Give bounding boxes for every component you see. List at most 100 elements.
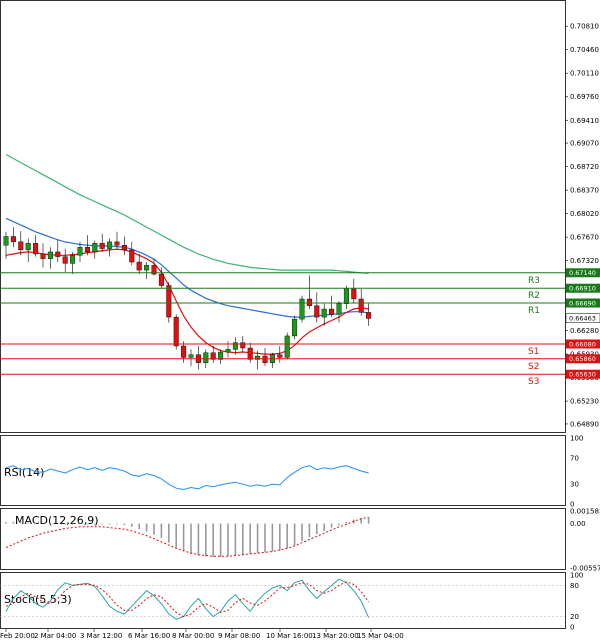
candle-body: [329, 308, 335, 315]
price-tick-label: 0.68020: [570, 210, 599, 218]
candle-body: [277, 354, 283, 358]
candle: [255, 350, 261, 370]
price-tick-label: 0.67320: [570, 257, 599, 265]
candle: [129, 241, 135, 266]
candle-body: [33, 243, 39, 255]
candle: [269, 352, 275, 369]
price-tick-label: 0.66280: [570, 327, 599, 335]
time-tick-label: 2 Mar 04:00: [34, 632, 76, 640]
candle-body: [210, 352, 216, 360]
candle: [195, 346, 201, 370]
pivot-label-s3: S3: [528, 377, 539, 387]
rsi-tick-label: 70: [570, 454, 579, 462]
candle-body: [314, 305, 320, 318]
candle-body: [40, 253, 46, 259]
macd-tick-label: 0.00: [570, 520, 586, 528]
candle: [144, 262, 150, 279]
pivot-price-value: 0.66690: [569, 299, 596, 307]
pivot-price-value: 0.66080: [569, 340, 596, 348]
time-tick-label: 6 Mar 16:00: [128, 632, 170, 640]
stoch-tick-label: 0: [570, 624, 574, 632]
candle-body: [240, 342, 246, 349]
candle: [314, 292, 320, 323]
stoch-lines: [5, 578, 370, 620]
pivot-price-badge: [566, 339, 600, 349]
candle-body: [188, 354, 194, 358]
ma-200-line: [5, 153, 369, 274]
stoch-signal-series: [5, 581, 370, 618]
candle-body: [351, 288, 357, 300]
candle-body: [70, 255, 76, 264]
price-tick-label: 0.70110: [570, 70, 599, 78]
candle-body: [129, 249, 135, 263]
current-price-label: 0.66463: [569, 315, 596, 323]
candle-body: [292, 318, 298, 337]
time-axis: Feb 20:00 2 Mar 04:00 3 Mar 12:00 6 Mar 16:…: [0, 629, 404, 640]
candle-body: [99, 243, 105, 249]
moving-averages: [5, 153, 369, 355]
candle: [166, 282, 172, 323]
time-tick-label: 3 Mar 12:00: [80, 632, 122, 640]
candle-body: [284, 335, 290, 358]
candle: [3, 231, 9, 259]
macd-tick-label: 0.001583: [570, 508, 600, 516]
candle-body: [232, 342, 238, 350]
pivot-label-s1: S1: [528, 347, 539, 357]
candle-body: [166, 285, 172, 318]
stoch-label: Stoch(5,5,3): [4, 593, 72, 606]
candle: [247, 342, 253, 363]
candle: [55, 240, 61, 263]
pivot-price-value: 0.66910: [569, 285, 596, 293]
candle-body: [173, 316, 179, 347]
price-tick-label: 0.68720: [570, 163, 599, 171]
macd-signal-line: [5, 516, 369, 557]
candle: [114, 231, 120, 250]
candle: [366, 303, 372, 326]
stoch-tick-label: 20: [570, 613, 579, 621]
candle: [47, 247, 53, 269]
pivot-price-badge: [566, 369, 600, 379]
candle-body: [306, 298, 312, 306]
pivot-price-badge: [566, 283, 600, 293]
rsi-tick-label: 0: [570, 501, 574, 509]
candle-body: [3, 236, 9, 246]
pivot-levels: R3 0.67140 R2 0.66910 R1 0.66690 S1 0.66080 S2 0.…: [0, 268, 600, 387]
candle-body: [343, 288, 349, 304]
stoch-tick-label: 100: [570, 572, 583, 580]
price-tick-label: 0.70810: [570, 23, 599, 31]
price-tick-label: 0.67670: [570, 234, 599, 242]
candle-body: [181, 345, 187, 358]
candle-body: [47, 251, 53, 259]
candle: [188, 349, 194, 367]
candle-body: [84, 247, 90, 253]
candle: [284, 332, 290, 360]
candle: [121, 236, 127, 256]
candle: [158, 267, 164, 289]
candle-body: [255, 355, 261, 360]
price-tick-label: 0.69760: [570, 93, 599, 101]
candle-body: [151, 265, 157, 275]
time-tick-label: 8 Mar 00:00: [172, 632, 214, 640]
candle-body: [203, 352, 209, 363]
candle: [343, 285, 349, 310]
macd-tick-label: -0.005573: [570, 565, 600, 573]
candle-body: [158, 273, 164, 286]
candle: [92, 240, 98, 259]
pivot-price-badge: [566, 298, 600, 308]
macd-label: MACD(12,26,9): [15, 514, 99, 527]
candle-body: [336, 303, 342, 315]
candle-body: [358, 298, 364, 313]
time-tick-label: 9 Mar 08:00: [218, 632, 260, 640]
stoch-main-series: [5, 578, 370, 620]
candlesticks: [3, 227, 372, 370]
price-axis: 0.70810 0.70460 0.70110 0.69760 0.69410 0.690…: [565, 23, 599, 428]
time-tick-label: 10 Mar 16:00: [266, 632, 313, 640]
pivot-price-value: 0.65860: [569, 355, 596, 363]
pivot-label-s2: S2: [528, 362, 539, 372]
time-tick-label: 15 Mar 04:00: [357, 632, 404, 640]
price-tick-label: 0.64890: [570, 420, 599, 428]
pivot-price-value: 0.67140: [569, 269, 596, 277]
price-tick-label: 0.69070: [570, 140, 599, 148]
candle: [358, 288, 364, 316]
